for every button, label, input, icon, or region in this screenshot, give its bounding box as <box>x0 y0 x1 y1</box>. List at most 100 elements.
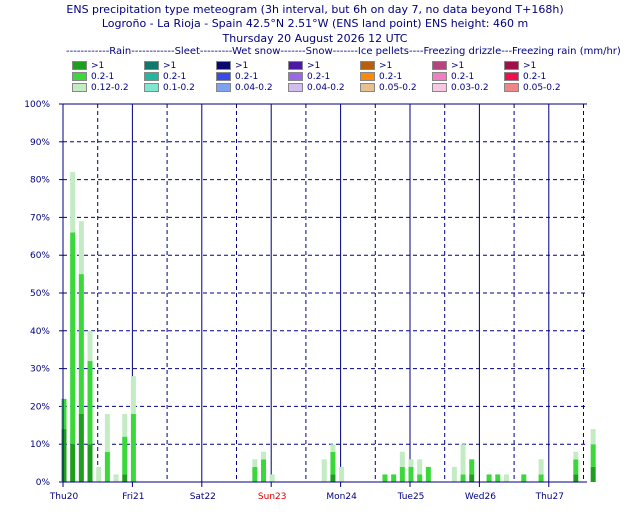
legend-label: >1 <box>451 61 465 71</box>
bar-segment <box>252 459 258 467</box>
legend-item: 0.2-1 <box>216 72 258 83</box>
bar-segment <box>269 474 275 482</box>
bar-segment <box>460 474 466 482</box>
bar-segment <box>521 474 527 482</box>
legend-item: >1 <box>216 61 248 72</box>
bar-segment <box>70 444 76 482</box>
legend-item: >1 <box>432 61 464 72</box>
bar-segment <box>70 232 76 445</box>
bar-segment <box>399 451 405 467</box>
legend-item: 0.2-1 <box>432 72 474 83</box>
legend-label: 0.04-0.2 <box>235 83 273 93</box>
legend-label: 0.05-0.2 <box>523 83 561 93</box>
legend-swatch <box>360 61 375 70</box>
bar-segment <box>87 361 93 445</box>
legend-item: 0.2-1 <box>144 72 186 83</box>
bar-segment <box>261 459 267 482</box>
bar-segment <box>339 466 345 482</box>
bar-segment <box>391 474 397 482</box>
bar-segment <box>330 444 336 452</box>
x-tick-label: Tue25 <box>397 492 425 502</box>
legend-swatch <box>72 61 87 70</box>
legend-swatch <box>72 83 87 92</box>
legend-item: 0.1-0.2 <box>144 83 195 94</box>
legend-swatch <box>432 72 447 81</box>
legend-swatch <box>432 83 447 92</box>
date-subtitle: Thursday 20 August 2026 12 UTC <box>222 32 408 45</box>
x-tick-label: Thu27 <box>535 492 564 502</box>
bar-segment <box>252 466 258 482</box>
bar-segment <box>96 466 102 482</box>
bar-segment <box>330 451 336 475</box>
bar-segment <box>417 459 423 475</box>
bar-segment <box>486 474 492 482</box>
legend-label: >1 <box>379 61 393 71</box>
bar-segment <box>503 474 509 482</box>
bar-segment <box>469 459 475 475</box>
legend-item: 0.05-0.2 <box>360 83 417 94</box>
y-tick-label: 50% <box>30 289 50 299</box>
legend-header: ------------Rain------------Sleet-------… <box>66 46 621 57</box>
bar-segment <box>261 451 267 460</box>
legend-label: 0.03-0.2 <box>451 83 489 93</box>
bar-segment <box>78 413 84 482</box>
legend-swatch <box>504 72 519 81</box>
legend-item: 0.2-1 <box>72 72 114 83</box>
bar-segment <box>573 451 579 460</box>
legend-swatch <box>216 61 231 70</box>
bar-segment <box>451 466 457 482</box>
legend-label: 0.2-1 <box>523 72 547 82</box>
legend-swatch <box>144 72 159 81</box>
bar-segment <box>122 474 128 482</box>
bar-segment <box>321 459 327 482</box>
legend-item: 0.04-0.2 <box>288 83 345 94</box>
y-tick-label: 10% <box>30 440 50 450</box>
location-subtitle: Logroño - La Rioja - Spain 42.5°N 2.51°W… <box>101 17 529 30</box>
bar-segment <box>87 444 93 482</box>
legend-label: 0.1-0.2 <box>163 83 195 93</box>
legend-label: 0.05-0.2 <box>379 83 417 93</box>
legend-item: 0.04-0.2 <box>216 83 273 94</box>
y-tick-label: 60% <box>30 251 50 261</box>
legend-item: >1 <box>144 61 176 72</box>
legend-swatch <box>216 83 231 92</box>
legend-item: 0.2-1 <box>288 72 330 83</box>
y-tick-label: 20% <box>30 402 50 412</box>
legend-label: 0.2-1 <box>451 72 475 82</box>
legend-swatch <box>288 72 303 81</box>
legend-label: 0.04-0.2 <box>307 83 345 93</box>
bar-segment <box>408 466 414 482</box>
bar-segment <box>78 274 84 414</box>
legend-swatch <box>504 61 519 70</box>
x-tick-label: Sat22 <box>190 492 216 502</box>
legend-swatch <box>288 83 303 92</box>
legend-item: 0.03-0.2 <box>432 83 489 94</box>
chart-title: ENS precipitation type meteogram (3h int… <box>66 3 564 16</box>
legend-label: >1 <box>523 61 537 71</box>
legend-item: 0.05-0.2 <box>504 83 561 94</box>
legend-item: >1 <box>360 61 392 72</box>
legend-label: 0.2-1 <box>235 72 259 82</box>
y-tick-label: 40% <box>30 327 50 337</box>
y-tick-label: 90% <box>30 138 50 148</box>
bar-segment <box>122 413 128 437</box>
legend-label: 0.2-1 <box>163 72 187 82</box>
y-tick-label: 30% <box>30 365 50 375</box>
legend-swatch <box>360 72 375 81</box>
legend-label: 0.2-1 <box>379 72 403 82</box>
x-tick-label: Mon24 <box>326 492 357 502</box>
bar-segment <box>330 474 336 482</box>
legend-label: 0.2-1 <box>307 72 331 82</box>
legend-swatch <box>432 61 447 70</box>
legend-item: 0.2-1 <box>360 72 402 83</box>
legend-item: >1 <box>504 61 536 72</box>
bar-segment <box>408 459 414 467</box>
y-tick-label: 0% <box>36 478 51 488</box>
y-tick-label: 70% <box>30 213 50 223</box>
bar-segment <box>590 429 596 445</box>
legend-label: >1 <box>91 61 105 71</box>
bar-segment <box>130 413 136 482</box>
x-tick-label: Sun23 <box>258 492 287 502</box>
bar-segment <box>573 474 579 482</box>
legend-label: >1 <box>163 61 177 71</box>
